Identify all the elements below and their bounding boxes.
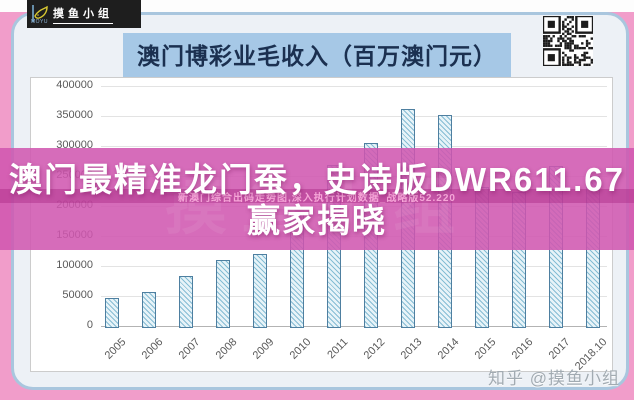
y-axis-label: 100000 — [56, 259, 93, 271]
chart-bar-2009 — [252, 254, 267, 328]
y-axis-label: 50000 — [62, 289, 93, 301]
chart-bar-2006 — [141, 291, 156, 328]
qr-code — [541, 14, 595, 68]
gridline — [101, 146, 607, 147]
gridline — [101, 266, 607, 267]
chart-bar-2008 — [215, 260, 230, 328]
x-axis-label: 2016 — [509, 336, 535, 362]
page-title: 澳门博彩业毛收入（百万澳门元） — [123, 33, 511, 77]
brand-name: 摸鱼小组 — [53, 5, 113, 24]
chart-bar-2005 — [104, 297, 119, 328]
x-axis-label: 2017 — [546, 336, 572, 362]
gridline — [101, 86, 607, 87]
fish-icon — [27, 1, 53, 27]
x-axis-label: 2006 — [139, 336, 165, 362]
x-axis-label: 2010 — [287, 336, 313, 362]
brand-subtext: MOYU — [31, 19, 48, 25]
x-axis-label: 2013 — [398, 336, 424, 362]
watermark-text: 新澳门综合出码走势图,深入执行计划数据_战略版52.220 — [178, 192, 456, 204]
credit-watermark: 知乎 @摸鱼小组 — [488, 369, 620, 388]
x-axis-label: 2009 — [250, 336, 276, 362]
y-axis-label: 0 — [86, 319, 93, 331]
promo-line-2: 赢家揭晓 — [247, 202, 387, 239]
top-white-strip — [0, 0, 634, 12]
x-axis-label: 2007 — [176, 336, 202, 362]
y-axis-label: 400000 — [56, 79, 93, 91]
y-axis-label: 350000 — [56, 109, 93, 121]
gridline — [101, 296, 607, 297]
promo-overlay: 摸鱼小组 新澳门综合出码走势图,深入执行计划数据_战略版52.220 澳门最精准… — [0, 148, 634, 250]
x-axis-label: 2011 — [324, 336, 350, 362]
x-axis-label: 2008 — [213, 336, 239, 362]
promo-line-1: 澳门最精准龙门蚕，史诗版DWR611.67 — [9, 161, 625, 198]
x-axis-line — [101, 326, 607, 327]
chart-bar-2007 — [178, 275, 193, 328]
x-axis-label: 2005 — [102, 336, 128, 362]
brand-badge: 摸鱼小组 MOYU — [27, 0, 141, 28]
x-axis-label: 2012 — [361, 336, 387, 362]
watermark-strip: 新澳门综合出码走势图,深入执行计划数据_战略版52.220 — [0, 189, 634, 204]
x-axis-label: 2015 — [472, 336, 498, 362]
gridline — [101, 116, 607, 117]
x-axis-label: 2014 — [435, 336, 461, 362]
faint-watermark: 摸鱼小组 — [164, 173, 469, 242]
